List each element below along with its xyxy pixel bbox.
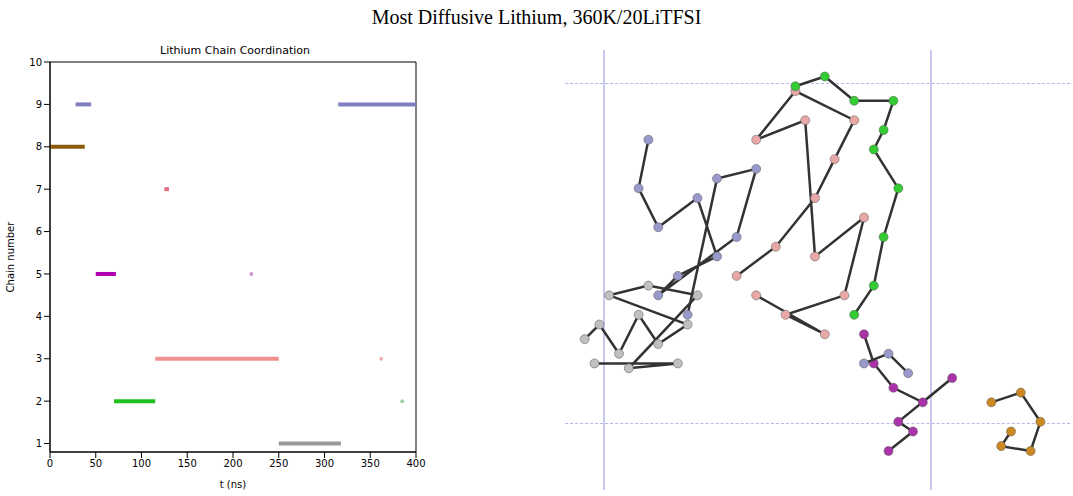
svg-text:0: 0: [47, 458, 53, 469]
svg-text:400: 400: [406, 458, 425, 469]
svg-text:7: 7: [36, 184, 42, 195]
svg-text:t (ns): t (ns): [220, 479, 247, 490]
svg-text:8: 8: [36, 141, 42, 152]
html-text:Lithium Chain Coordination: Lithium Chain Coordination: [160, 44, 310, 57]
svg-text:350: 350: [361, 458, 380, 469]
svg-text:200: 200: [223, 458, 242, 469]
svg-text:6: 6: [36, 226, 42, 237]
svg-text:4: 4: [36, 311, 42, 322]
svg-text:1: 1: [36, 438, 42, 449]
svg-text:250: 250: [269, 458, 288, 469]
svg-text:Chain number: Chain number: [5, 221, 16, 293]
svg-text:3: 3: [36, 353, 42, 364]
svg-text:10: 10: [29, 57, 42, 68]
svg-text:2: 2: [36, 396, 42, 407]
svg-text:5: 5: [36, 269, 42, 280]
html-text:Most Diffusive Lithium, 360K/2: Most Diffusive Lithium, 360K/20LiTFSI: [371, 6, 702, 28]
svg-text:9: 9: [36, 99, 42, 110]
svg-text:150: 150: [178, 458, 197, 469]
svg-text:100: 100: [132, 458, 151, 469]
svg-text:50: 50: [89, 458, 102, 469]
svg-text:300: 300: [315, 458, 334, 469]
